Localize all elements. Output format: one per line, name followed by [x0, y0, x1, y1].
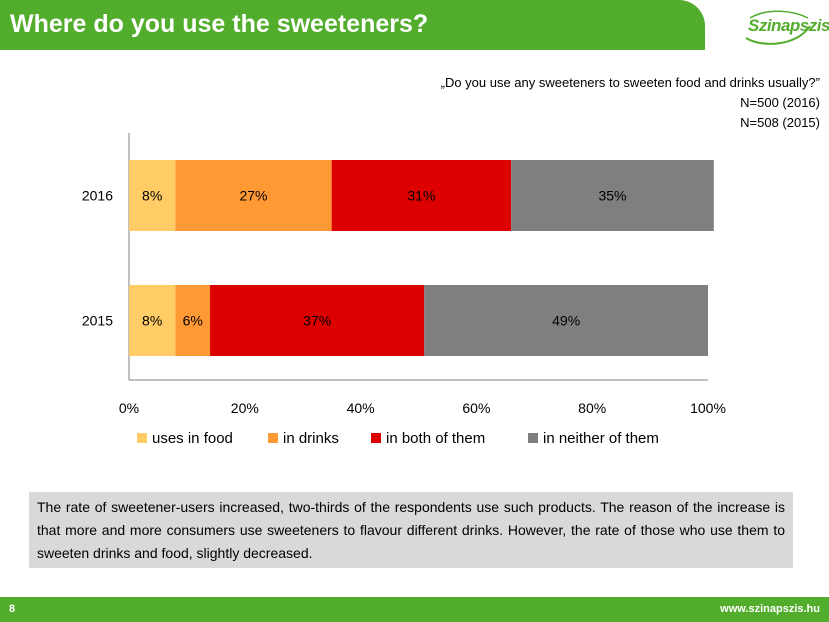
brand-logo: Szinapszis: [742, 8, 829, 46]
data-label-2016-in-both-of-them: 31%: [407, 188, 435, 204]
page-number: 8: [9, 603, 16, 615]
bar-2016-in-neither-of-them: [511, 160, 714, 231]
website-link[interactable]: www.szinapszis.hu: [720, 603, 820, 615]
bar-2015-in-both-of-them: [210, 285, 425, 356]
bar-2016-uses-in-food: [129, 160, 176, 231]
legend-swatch-in-neither-of-them: [528, 433, 538, 443]
x-tick-label: 80%: [578, 400, 606, 416]
bar-2015-in-drinks: [175, 285, 211, 356]
sample-size-2016: N=500 (2016): [740, 95, 820, 110]
data-label-2015-in-drinks: 6%: [183, 313, 203, 329]
x-tick-label: 0%: [119, 400, 139, 416]
category-label-2015: 2015: [82, 313, 113, 329]
legend-label-uses-in-food: uses in food: [152, 430, 233, 447]
data-label-2016-in-neither-of-them: 35%: [598, 188, 626, 204]
legend-swatch-in-both-of-them: [371, 433, 381, 443]
bar-2015-uses-in-food: [129, 285, 176, 356]
data-label-2015-uses-in-food: 8%: [142, 313, 162, 329]
legend-label-in-neither-of-them: in neither of them: [543, 430, 659, 447]
bar-2016-in-drinks: [175, 160, 332, 231]
x-tick-label: 60%: [462, 400, 490, 416]
logo-swoosh-icon: [745, 10, 811, 45]
x-tick-label: 40%: [347, 400, 375, 416]
stacked-bar-chart: 2016 8% 27% 31% 35% 2015 8% 6% 37% 49% 0% 20% 40% 60%…: [82, 133, 726, 447]
legend-swatch-uses-in-food: [137, 433, 147, 443]
x-tick-label: 20%: [231, 400, 259, 416]
bar-2015-in-neither-of-them: [424, 285, 708, 356]
title-bar: Where do you use the sweeteners?: [0, 0, 705, 50]
data-label-2015-in-neither-of-them: 49%: [552, 313, 580, 329]
x-tick-label: 100%: [690, 400, 726, 416]
footer-bar: 8 www.szinapszis.hu: [0, 597, 829, 622]
question-text: „Do you use any sweeteners to sweeten fo…: [440, 75, 820, 90]
page-title: Where do you use the sweeteners?: [10, 10, 429, 38]
data-label-2016-uses-in-food: 8%: [142, 188, 162, 204]
question-block: „Do you use any sweeteners to sweeten fo…: [441, 73, 820, 133]
category-label-2016: 2016: [82, 188, 113, 204]
logo-text: Szinapszis: [748, 16, 829, 35]
data-label-2016-in-drinks: 27%: [239, 188, 267, 204]
summary-box: The rate of sweetener-users increased, t…: [29, 492, 793, 568]
bar-2016-in-both-of-them: [331, 160, 512, 231]
legend-swatch-in-drinks: [268, 433, 278, 443]
sample-size-2015: N=508 (2015): [740, 115, 820, 130]
legend-label-in-drinks: in drinks: [283, 430, 339, 447]
data-label-2015-in-both-of-them: 37%: [303, 313, 331, 329]
legend-label-in-both-of-them: in both of them: [386, 430, 485, 447]
